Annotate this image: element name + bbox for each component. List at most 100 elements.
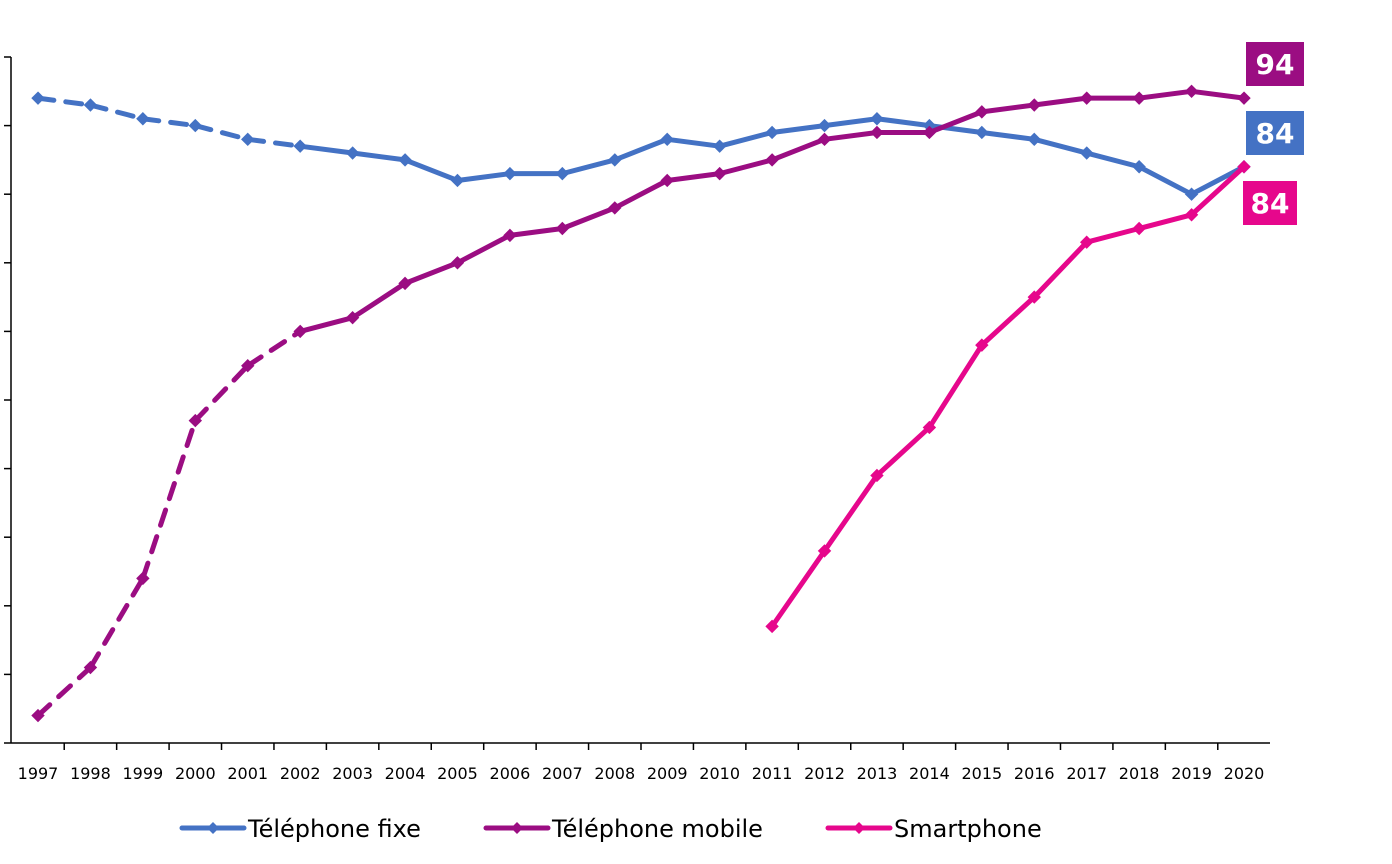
legend-label: Smartphone [894,815,1042,843]
data-point [608,201,622,215]
legend-marker [511,822,523,834]
data-point [31,708,45,723]
data-point [660,132,674,147]
x-tick-label: 2019 [1171,764,1212,783]
series-line-segment [35,665,93,719]
x-tick-label: 2000 [175,764,216,783]
legend-label: Téléphone fixe [247,815,421,843]
series-line-segment [192,363,251,424]
series-line-segment [350,280,408,321]
series-line-segment [1136,164,1195,197]
series-line-segment [926,109,985,135]
data-point [765,153,779,167]
data-point [188,118,203,133]
series-line-segment [822,116,880,129]
data-point [817,544,832,558]
data-point [31,91,45,105]
series-line-segment [402,260,460,286]
data-point [450,256,465,270]
series-line-segment [612,136,670,163]
x-tick-label: 2005 [437,764,478,783]
data-point [136,112,150,126]
x-tick-label: 2020 [1224,764,1265,783]
series-line-segment [350,150,408,163]
legend-item: Smartphone [825,815,1042,843]
data-point [136,571,150,586]
x-tick-label: 2002 [280,764,321,783]
data-point [1184,187,1199,201]
x-tick-labels: 1997 1998 1999 2000 2001 2002 2003 2004 2005 2006… [18,764,1265,783]
x-tick-label: 2012 [804,764,845,783]
series-line-segment [454,232,513,266]
data-point [817,132,832,147]
end-label-box [1246,42,1304,86]
data-point [1132,160,1146,174]
end-label: 84 [1246,111,1304,155]
legend-marker [853,822,865,834]
data-point [1027,132,1041,147]
x-tick-label: 2015 [961,764,1002,783]
data-point [870,468,884,483]
series-line-segment [35,95,93,108]
data-point [398,276,412,291]
end-label-text: 84 [1251,187,1290,220]
series-1 [31,84,1251,723]
series-line-segment [822,472,880,554]
series-line-segment [1189,88,1247,101]
data-point [712,166,727,181]
data-point [1079,146,1094,160]
series-2 [765,160,1251,634]
data-point [1184,208,1199,222]
data-point [83,98,98,112]
series-line-segment [1189,164,1247,197]
series-0 [31,91,1251,201]
data-point [922,125,937,140]
series-line-segment [979,129,1037,142]
data-point [293,139,307,153]
axes [4,56,1270,750]
data-point [660,173,674,188]
series-line-segment [297,143,356,156]
data-point [975,105,989,119]
data-point [555,166,570,181]
data-point [1027,290,1041,304]
x-tick-label: 2006 [490,764,531,783]
series-line-segment [769,123,828,135]
series-line-segment [822,129,880,142]
series-line-segment [1084,226,1142,245]
series-line-segment [559,205,618,231]
data-point [870,112,884,126]
data-point [503,228,517,243]
legend-item: Téléphone mobile [483,815,763,843]
series-line-segment [612,177,670,211]
data-point [83,660,98,675]
data-point [345,146,360,160]
x-tick-label: 2018 [1119,764,1160,783]
x-tick-label: 2011 [752,764,793,783]
series-line-segment [1189,164,1247,218]
series-line-segment [769,136,828,163]
end-label-box [1243,181,1297,225]
data-point [1079,235,1094,249]
data-point [188,413,203,428]
x-tick-label: 2001 [227,764,268,783]
series-line-segment [717,129,775,149]
data-point [712,139,727,153]
series-line-segment [717,157,775,177]
legend-label: Téléphone mobile [551,815,763,843]
data-point [1132,91,1146,105]
data-point [1027,98,1041,112]
x-tick-label: 2010 [699,764,740,783]
x-tick-label: 1997 [18,764,59,783]
series-layer [31,84,1251,723]
series-line-segment [1031,95,1090,108]
x-tick-label: 1998 [70,764,111,783]
series-line-segment [874,116,932,129]
x-tick-label: 2017 [1066,764,1107,783]
series-line-segment [245,136,303,149]
data-point [241,358,255,373]
data-point [293,324,307,339]
x-tick-label: 1999 [123,764,164,783]
x-tick-label: 2009 [647,764,688,783]
